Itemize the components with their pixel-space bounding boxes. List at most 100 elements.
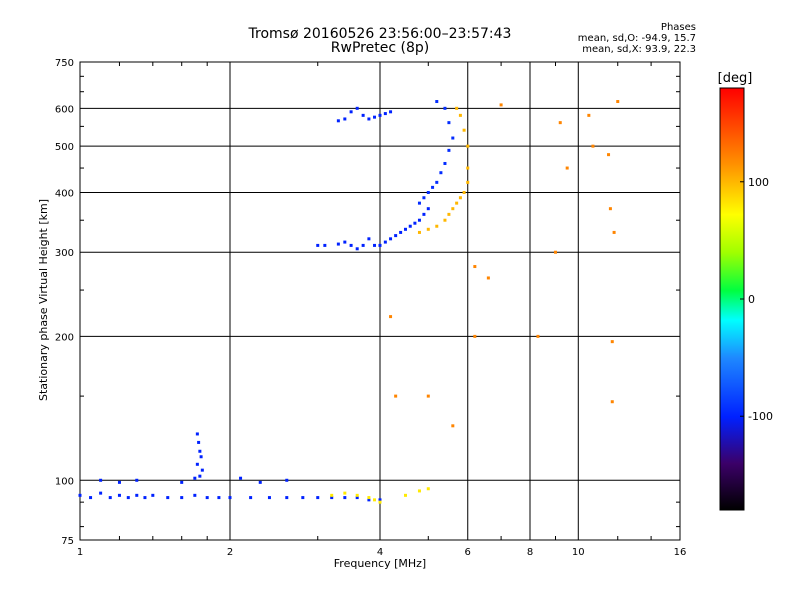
data-point <box>373 498 377 502</box>
data-point <box>285 496 289 500</box>
data-point <box>89 496 93 500</box>
colorbar-label: [deg] <box>718 71 753 86</box>
data-point <box>447 121 451 125</box>
grid <box>80 62 680 540</box>
data-point <box>499 103 503 107</box>
data-point <box>417 201 421 205</box>
data-point <box>458 196 462 200</box>
data-point <box>343 491 347 495</box>
data-point <box>195 432 199 436</box>
colorbar-tick-label: -100 <box>748 410 773 423</box>
data-point <box>462 190 466 194</box>
data-point <box>455 201 459 205</box>
data-points <box>78 100 620 504</box>
data-point <box>367 498 371 502</box>
data-point <box>378 500 382 504</box>
data-point <box>422 196 426 200</box>
data-point <box>536 334 540 338</box>
data-point <box>610 340 614 344</box>
data-point <box>466 180 470 184</box>
data-point <box>378 243 382 247</box>
data-point <box>408 224 412 228</box>
data-point <box>195 462 199 466</box>
x-tick-label: 6 <box>465 547 471 558</box>
data-point <box>473 265 477 269</box>
data-point <box>166 496 170 500</box>
data-point <box>349 110 353 114</box>
colorbar-tick-label: 0 <box>748 293 755 306</box>
data-point <box>399 230 403 234</box>
data-point <box>330 493 334 497</box>
data-point <box>117 480 121 484</box>
x-axis-label: Frequency [MHz] <box>334 557 426 570</box>
data-point <box>608 207 612 211</box>
data-point <box>610 400 614 404</box>
data-point <box>126 496 130 500</box>
stats-x-mode: mean, sd,X: 93.9, 22.3 <box>582 44 696 55</box>
data-point <box>426 190 430 194</box>
data-point <box>143 496 147 500</box>
x-tick-label: 8 <box>527 547 533 558</box>
data-point <box>343 117 347 121</box>
data-point <box>553 250 557 254</box>
data-point <box>193 493 197 497</box>
data-point <box>330 496 334 500</box>
data-point <box>135 478 139 482</box>
data-point <box>443 218 447 222</box>
data-point <box>378 498 382 502</box>
data-point <box>426 207 430 211</box>
data-point <box>413 221 417 225</box>
data-point <box>616 100 620 104</box>
data-point <box>455 106 459 110</box>
data-point <box>198 474 202 478</box>
chart-title: Tromsø 20160526 23:56:00–23:57:43 <box>248 26 512 42</box>
data-point <box>417 230 421 234</box>
data-point <box>426 394 430 398</box>
data-point <box>301 496 305 500</box>
stats-o-mode: mean, sd,O: -94.9, 15.7 <box>577 33 696 44</box>
data-point <box>217 496 221 500</box>
axis-ticks: 1 2 4 6 8 10 16 75 100 200 300 400 500 600 750 <box>55 58 686 558</box>
data-point <box>435 224 439 228</box>
data-point <box>258 480 262 484</box>
data-point <box>336 242 340 246</box>
data-point <box>443 161 447 165</box>
data-point <box>367 117 371 121</box>
data-point <box>473 334 477 338</box>
data-point <box>458 113 462 117</box>
data-point <box>336 119 340 123</box>
data-point <box>422 212 426 216</box>
data-point <box>435 100 439 104</box>
y-axis-label: Stationary phase Virtual Height [km] <box>37 199 50 401</box>
data-point <box>205 496 209 500</box>
data-point <box>486 276 490 280</box>
data-point <box>197 440 201 444</box>
data-point <box>99 478 103 482</box>
data-point <box>316 496 320 500</box>
data-point <box>135 493 139 497</box>
data-point <box>267 496 271 500</box>
data-point <box>117 493 121 497</box>
x-tick-label: 16 <box>674 547 687 558</box>
colorbar-ticks: 100 0 -100 <box>740 176 773 423</box>
data-point <box>373 243 377 247</box>
y-tick-label: 500 <box>55 142 74 153</box>
data-point <box>607 153 611 157</box>
data-point <box>355 493 359 497</box>
data-point <box>466 144 470 148</box>
data-point <box>108 496 112 500</box>
data-point <box>78 493 82 497</box>
data-point <box>394 234 398 238</box>
data-point <box>228 496 232 500</box>
data-point <box>447 212 451 216</box>
y-tick-label: 400 <box>55 188 74 199</box>
stats-heading: Phases <box>660 22 696 33</box>
data-point <box>389 315 393 319</box>
data-point <box>435 180 439 184</box>
data-point <box>285 478 289 482</box>
x-tick-label: 4 <box>377 547 383 558</box>
x-tick-label: 1 <box>77 547 83 558</box>
data-point <box>451 207 455 211</box>
data-point <box>361 243 365 247</box>
